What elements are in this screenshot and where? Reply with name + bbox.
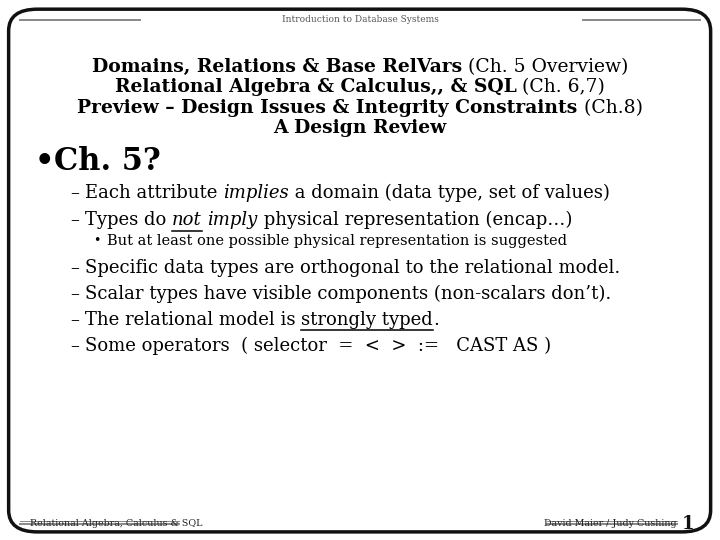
Text: Scalar types have visible components (non-scalars don’t).: Scalar types have visible components (no… <box>85 285 611 303</box>
Text: A Design Review: A Design Review <box>274 119 446 137</box>
Text: –: – <box>71 285 79 303</box>
Text: Each attribute: Each attribute <box>85 184 223 202</box>
Text: .: . <box>433 310 438 329</box>
Text: not: not <box>172 211 202 230</box>
Text: Preview – Design Issues & Integrity Constraints: Preview – Design Issues & Integrity Cons… <box>77 99 577 117</box>
Text: •: • <box>35 146 54 178</box>
Text: a domain (data type, set of values): a domain (data type, set of values) <box>289 184 610 202</box>
Text: Ch. 5?: Ch. 5? <box>54 146 161 178</box>
Text: –: – <box>71 259 79 277</box>
FancyBboxPatch shape <box>9 9 711 532</box>
Text: Domains, Relations & Base RelVars: Domains, Relations & Base RelVars <box>91 58 462 76</box>
Text: –: – <box>71 310 79 329</box>
Text: (Ch. 6,7): (Ch. 6,7) <box>516 78 606 97</box>
Text: David Maier / Judy Cushing: David Maier / Judy Cushing <box>544 519 676 528</box>
Text: (Ch.8): (Ch.8) <box>577 99 643 117</box>
Text: 1: 1 <box>682 515 694 533</box>
Text: implies: implies <box>223 184 289 202</box>
Text: Types do: Types do <box>85 211 172 230</box>
Text: But at least one possible physical representation is suggested: But at least one possible physical repre… <box>107 234 567 248</box>
Text: –: – <box>71 184 79 202</box>
Text: Relational Algebra, Calculus & SQL: Relational Algebra, Calculus & SQL <box>30 519 203 528</box>
Text: (Ch. 5 Overview): (Ch. 5 Overview) <box>462 58 629 76</box>
Text: –: – <box>71 211 79 230</box>
Text: Some operators  ( selector  =  <  >  :=   CAST AS ): Some operators ( selector = < > := CAST … <box>85 336 551 355</box>
Text: The relational model is: The relational model is <box>85 310 301 329</box>
Text: •: • <box>94 234 101 247</box>
Text: physical representation (encap…): physical representation (encap…) <box>258 211 572 230</box>
Text: Relational Algebra & Calculus,, & SQL: Relational Algebra & Calculus,, & SQL <box>114 78 516 97</box>
Text: –: – <box>71 336 79 355</box>
Text: imply: imply <box>207 211 258 230</box>
Text: strongly typed: strongly typed <box>301 310 433 329</box>
Text: Introduction to Database Systems: Introduction to Database Systems <box>282 16 438 24</box>
Text: Specific data types are orthogonal to the relational model.: Specific data types are orthogonal to th… <box>85 259 620 277</box>
